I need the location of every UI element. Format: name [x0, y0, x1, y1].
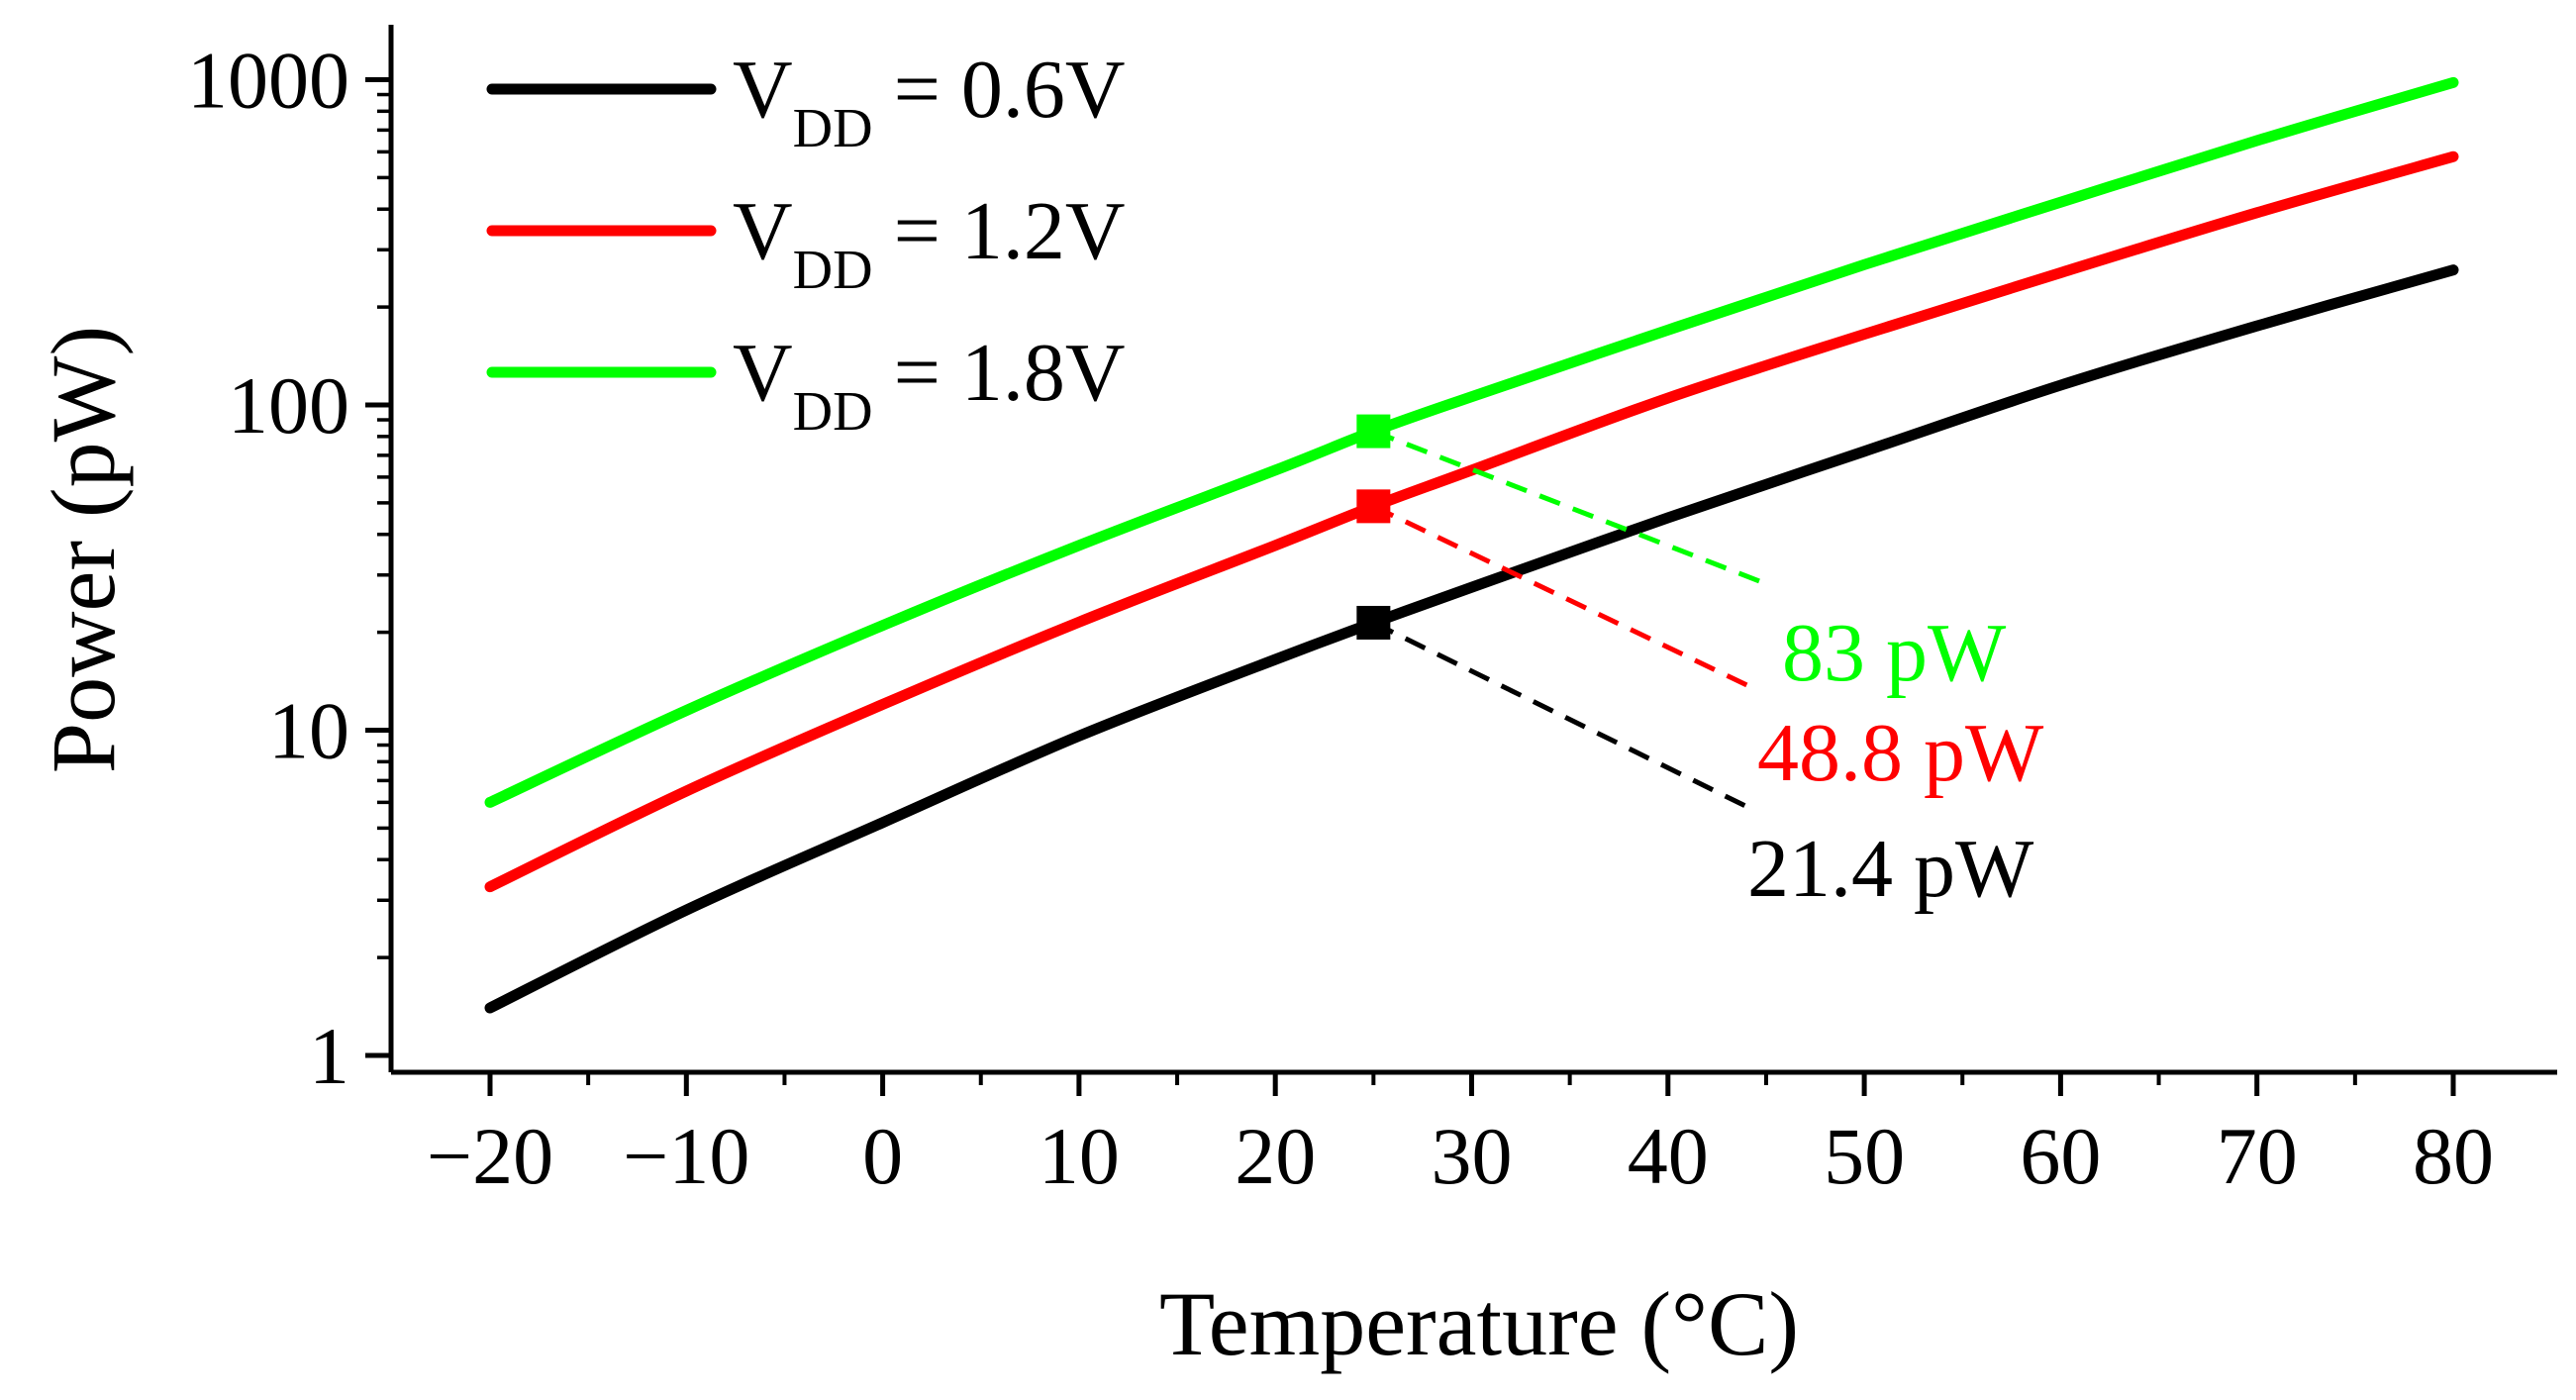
annotation-leader-line: [1372, 620, 1749, 810]
x-tick-label: 20: [1235, 1111, 1316, 1201]
axes-layer: −20 −10 0 10 20 30 40 50 60 70 80 1 10 100 1000: [187, 25, 2557, 1201]
legend: VDD = 0.6V VDD = 1.2V VDD = 1.8V: [486, 44, 1126, 443]
series-line-3: [484, 76, 2459, 808]
y-tick-label: 100: [228, 360, 349, 450]
legend-label-3: VDD = 1.8V: [733, 327, 1126, 443]
x-tick-label: 80: [2413, 1111, 2494, 1201]
legend-label-2: VDD = 1.2V: [733, 185, 1126, 301]
annotation-label: 21.4 pW: [1747, 823, 2034, 915]
series-line-1: [484, 264, 2459, 1014]
annotation-label: 83 pW: [1782, 607, 2007, 699]
x-tick-label: 0: [862, 1111, 903, 1201]
x-tick-label: 60: [2020, 1111, 2101, 1201]
y-tick-label: 10: [268, 686, 349, 776]
x-tick-label: 10: [1039, 1111, 1120, 1201]
x-axis-title: Temperature (°C): [1159, 1273, 1799, 1374]
x-tick-label: −20: [427, 1111, 553, 1201]
series-layer: [484, 76, 2459, 1014]
x-tick-label: 50: [1824, 1111, 1905, 1201]
annotation-label: 48.8 pW: [1757, 707, 2044, 799]
legend-label-1: VDD = 0.6V: [733, 44, 1126, 159]
annotation-marker: [1356, 489, 1391, 524]
x-tick-label: −10: [623, 1111, 749, 1201]
annotation-marker: [1356, 414, 1391, 449]
x-tick-label: 70: [2217, 1111, 2298, 1201]
y-tick-label: 1000: [187, 36, 349, 126]
series-line-2: [484, 150, 2459, 893]
y-axis-title: Power (pW): [33, 326, 134, 773]
annotation-marker: [1356, 605, 1391, 640]
y-tick-label: 1: [309, 1011, 349, 1101]
x-tick-label: 30: [1432, 1111, 1513, 1201]
x-tick-label: 40: [1628, 1111, 1709, 1201]
